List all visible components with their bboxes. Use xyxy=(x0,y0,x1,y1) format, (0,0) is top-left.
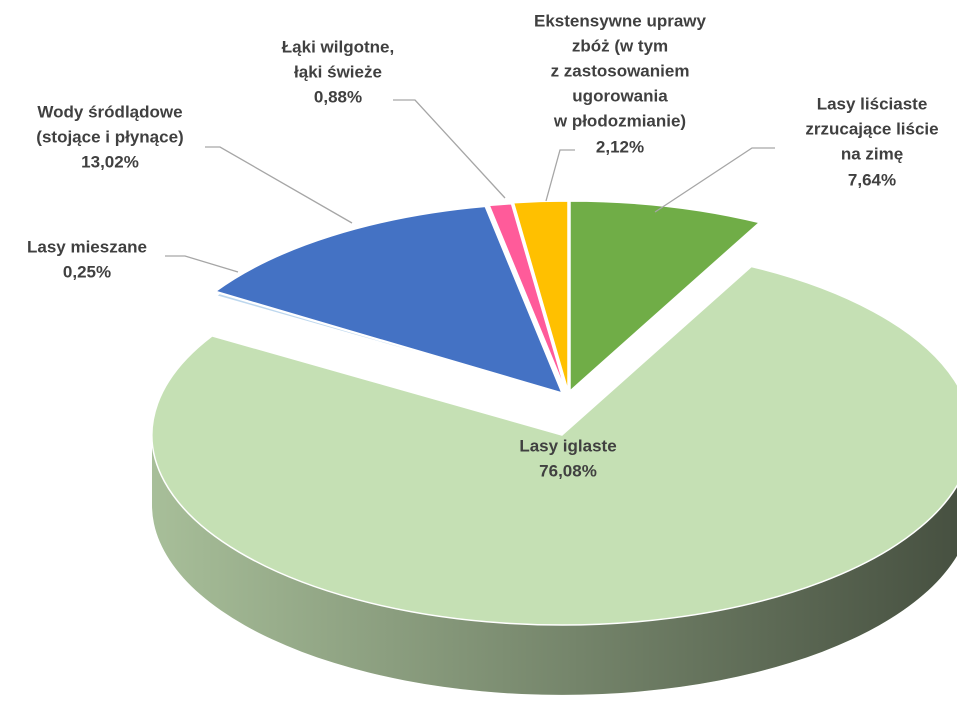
slice-value-label: 7,64% xyxy=(848,170,896,189)
slice-label: w płodozmianie) xyxy=(553,111,686,130)
slice-label: Wody śródlądowe xyxy=(37,102,182,121)
pie-sides xyxy=(152,435,957,695)
leader-line xyxy=(165,255,239,273)
slice-value-label: 0,25% xyxy=(63,262,111,281)
slice xyxy=(512,200,569,392)
leader-line xyxy=(545,149,575,202)
slice-label: Lasy iglaste xyxy=(519,436,616,455)
slice-value-label: 2,12% xyxy=(596,137,644,156)
slice-label: Lasy mieszane xyxy=(27,237,147,256)
leader-line xyxy=(205,146,353,224)
slice-label: łąki świeże xyxy=(294,62,382,81)
slice-label: zbóż (w tym xyxy=(572,36,668,55)
slice-label: Łąki wilgotne, xyxy=(282,37,394,56)
slice xyxy=(151,265,957,626)
slice-side-shade xyxy=(152,435,957,695)
slice-value-label: 13,02% xyxy=(81,152,139,171)
slice-label: ugorowania xyxy=(572,86,668,105)
slice-label: (stojące i płynące) xyxy=(36,127,183,146)
slice xyxy=(569,200,761,393)
slice-label: Ekstensywne uprawy xyxy=(534,11,707,30)
slice-value-label: 76,08% xyxy=(539,461,597,480)
slice-value-label: 0,88% xyxy=(314,87,362,106)
slice-label: zrzucające liście xyxy=(805,119,938,138)
slice-label: Lasy liściaste xyxy=(817,94,928,113)
slice xyxy=(214,292,567,396)
slice-label: z zastosowaniem xyxy=(551,61,690,80)
slice xyxy=(488,202,567,393)
pie-tops xyxy=(151,200,957,626)
leader-line xyxy=(393,99,506,199)
slice xyxy=(213,205,564,395)
slice-label: na zimę xyxy=(841,144,903,163)
leader-line xyxy=(654,147,775,213)
